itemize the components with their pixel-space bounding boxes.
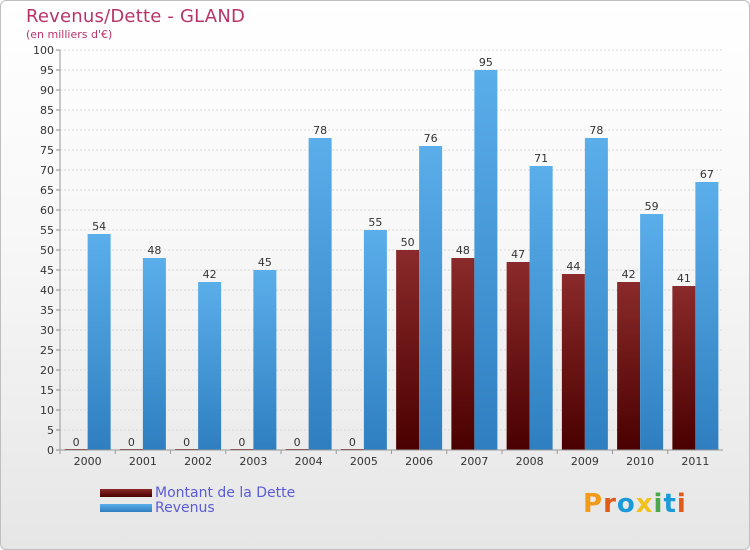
y-tick-label: 90 [40, 84, 54, 97]
x-tick-label: 2007 [460, 455, 488, 468]
chart-title: Revenus/Dette - GLAND [26, 6, 246, 27]
bar-revenus [695, 182, 719, 450]
data-label-revenus: 54 [92, 220, 106, 233]
data-label-revenus: 48 [147, 244, 161, 257]
y-tick-label: 0 [47, 444, 54, 457]
data-label-revenus: 78 [313, 124, 327, 137]
y-tick-label: 25 [40, 344, 54, 357]
data-label-dette: 48 [456, 244, 470, 257]
data-label-dette: 0 [128, 436, 135, 449]
data-label-revenus: 45 [258, 256, 272, 269]
bar-dette [672, 286, 696, 450]
bar-dette [617, 282, 641, 450]
y-tick-label: 30 [40, 324, 54, 337]
logo-letter: r [603, 489, 617, 519]
data-label-revenus: 76 [424, 132, 438, 145]
y-tick-label: 85 [40, 104, 54, 117]
bar-revenus [363, 230, 387, 450]
logo-letter: t [663, 489, 677, 519]
bar-revenus [474, 70, 498, 450]
data-label-dette: 0 [73, 436, 80, 449]
chart-subtitle: (en milliers d'€) [26, 28, 113, 41]
logo-letter: x [635, 489, 654, 519]
bar-revenus [308, 138, 332, 450]
bar-revenus [253, 270, 277, 450]
bar-dette [561, 274, 585, 450]
data-labels: 0 54 0 48 0 42 0 45 0 78 0 55 50 76 48 95 47 71 44 78 42 59 41… [73, 56, 714, 449]
data-label-dette: 0 [294, 436, 301, 449]
y-tick-label: 75 [40, 144, 54, 157]
y-tick-label: 40 [40, 284, 54, 297]
data-label-revenus: 78 [589, 124, 603, 137]
x-tick-label: 2006 [405, 455, 433, 468]
x-tick-label: 2009 [571, 455, 599, 468]
bar-dette [451, 258, 475, 450]
y-tick-label: 5 [47, 424, 54, 437]
x-tick-label: 2003 [239, 455, 267, 468]
data-label-dette: 50 [401, 236, 415, 249]
y-tick-label: 80 [40, 124, 54, 137]
y-tick-label: 60 [40, 204, 54, 217]
legend-label-revenus: Revenus [155, 500, 215, 516]
bar-revenus [640, 214, 664, 450]
x-tick-label: 2008 [516, 455, 544, 468]
y-tick-label: 100 [33, 44, 54, 57]
y-tick-label: 95 [40, 64, 54, 77]
x-tick-label: 2001 [129, 455, 157, 468]
data-label-revenus: 55 [368, 216, 382, 229]
data-label-dette: 44 [566, 260, 580, 273]
y-tick-label: 10 [40, 404, 54, 417]
logo-letter: P [583, 489, 604, 519]
y-tick-label: 70 [40, 164, 54, 177]
y-tick-label: 55 [40, 224, 54, 237]
bar-revenus [419, 146, 443, 450]
x-tick-label: 2010 [626, 455, 654, 468]
bar-dette [396, 250, 420, 450]
data-label-dette: 47 [511, 248, 525, 261]
data-label-dette: 0 [349, 436, 356, 449]
y-tick-label: 35 [40, 304, 54, 317]
legend-swatch-revenus [100, 504, 152, 512]
y-tick-label: 45 [40, 264, 54, 277]
x-tick-label: 2005 [350, 455, 378, 468]
x-tick-label: 2002 [184, 455, 212, 468]
bars [64, 70, 719, 450]
x-tick-label: 2000 [74, 455, 102, 468]
grid [60, 49, 723, 451]
logo-letter: i [653, 489, 664, 519]
data-label-dette: 0 [238, 436, 245, 449]
data-label-dette: 41 [677, 272, 691, 285]
legend-swatch-debt [100, 489, 152, 497]
bar-revenus [142, 258, 166, 450]
bar-dette [506, 262, 530, 450]
logo-letter: o [616, 489, 636, 519]
y-tick-label: 50 [40, 244, 54, 257]
data-label-dette: 42 [622, 268, 636, 281]
proxiti-logo: Proxiti [583, 489, 687, 519]
legend-label-debt: Montant de la Dette [155, 485, 296, 501]
y-tick-label: 65 [40, 184, 54, 197]
bar-revenus [584, 138, 608, 450]
data-label-revenus: 95 [479, 56, 493, 69]
data-label-dette: 0 [183, 436, 190, 449]
logo-letter: i [676, 489, 687, 519]
bar-revenus [87, 234, 111, 450]
data-label-revenus: 59 [645, 200, 659, 213]
bar-revenus [198, 282, 222, 450]
y-tick-label: 15 [40, 384, 54, 397]
axes: 0 5 10 15 20 25 30 35 40 45 50 55 60 65 70 75 80 85 90 95 10… [33, 44, 723, 468]
y-tick-label: 20 [40, 364, 54, 377]
data-label-revenus: 71 [534, 152, 548, 165]
x-tick-label: 2011 [681, 455, 709, 468]
bar-revenus [529, 166, 553, 450]
x-tick-label: 2004 [295, 455, 323, 468]
data-label-revenus: 67 [700, 168, 714, 181]
data-label-revenus: 42 [203, 268, 217, 281]
